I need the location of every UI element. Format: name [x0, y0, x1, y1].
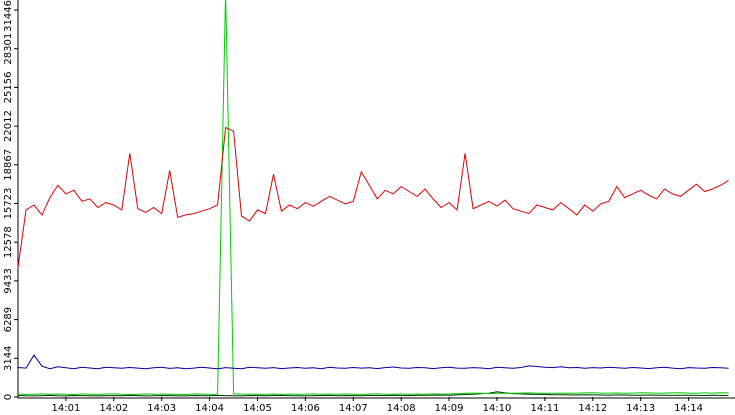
series-line [17, 391, 729, 397]
y-tick-label: 15723 [3, 188, 14, 220]
x-tick-label: 14:01 [51, 403, 80, 414]
x-tick-label: 14:05 [243, 403, 272, 414]
x-tick-label: 14:07 [339, 403, 368, 414]
y-tick-label: 12578 [3, 226, 14, 258]
y-tick-label: 18867 [3, 149, 14, 181]
x-tick-label: 14:04 [195, 403, 224, 414]
x-tick-label: 14:13 [626, 403, 655, 414]
series-line [17, 354, 729, 370]
x-tick-label: 14:09 [435, 403, 464, 414]
series-line [17, 0, 729, 396]
x-tick-label: 14:14 [674, 403, 703, 414]
x-tick-label: 14:10 [483, 403, 512, 414]
y-tick-label: 0 [3, 394, 14, 400]
y-tick-label: 22012 [3, 110, 14, 142]
y-tick-label: 28301 [3, 33, 14, 65]
series-line [17, 126, 729, 268]
y-tick-label: 9433 [3, 268, 14, 293]
y-tick-label: 31446 [3, 0, 14, 32]
x-tick-label: 14:08 [387, 403, 416, 414]
x-tick-label: 14:12 [578, 403, 607, 414]
y-tick-label: 25156 [3, 72, 14, 104]
x-tick-label: 14:03 [147, 403, 176, 414]
x-tick-label: 14:11 [530, 403, 559, 414]
y-tick-label: 3144 [3, 346, 14, 371]
x-tick-label: 14:06 [291, 403, 320, 414]
x-tick-label: 14:02 [99, 403, 128, 414]
y-tick-label: 6289 [3, 307, 14, 332]
